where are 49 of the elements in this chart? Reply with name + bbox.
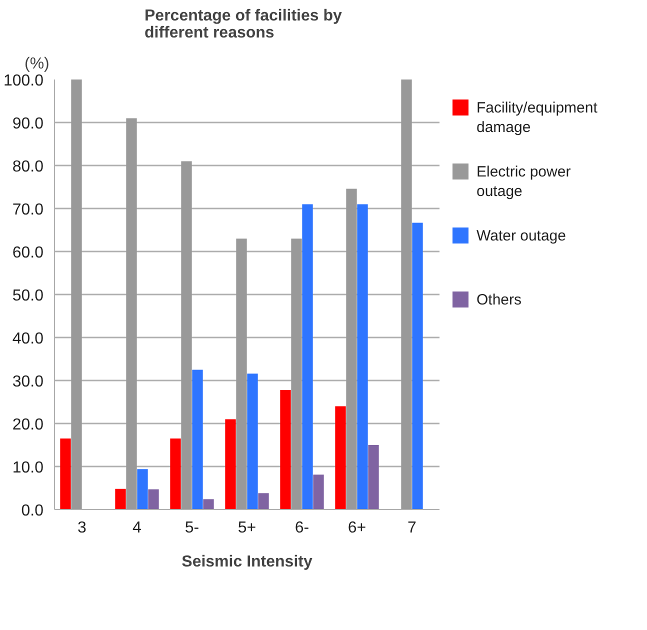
bar bbox=[258, 493, 269, 510]
bar bbox=[357, 204, 368, 510]
bar bbox=[401, 80, 412, 510]
y-tick-label: 0.0 bbox=[21, 502, 44, 520]
x-tick-label: 5- bbox=[184, 520, 200, 536]
y-tick-label: 10.0 bbox=[12, 460, 44, 476]
bar bbox=[170, 438, 181, 510]
y-tick-label: 60.0 bbox=[12, 244, 44, 262]
bar bbox=[302, 204, 313, 510]
chart-title: Percentage of facilities by different reasons bbox=[144, 8, 342, 42]
bar bbox=[115, 488, 126, 510]
bar bbox=[225, 419, 236, 510]
bar bbox=[181, 161, 192, 510]
x-axis-title: Seismic Intensity bbox=[182, 554, 312, 570]
bar bbox=[346, 188, 357, 510]
bar bbox=[368, 445, 379, 510]
bar bbox=[313, 474, 324, 510]
y-tick-label: 50.0 bbox=[12, 288, 44, 304]
bar bbox=[247, 374, 258, 510]
bar bbox=[71, 80, 82, 510]
bar bbox=[148, 489, 159, 510]
x-tick-label: 5+ bbox=[238, 520, 256, 536]
y-tick-label: 80.0 bbox=[12, 158, 44, 176]
y-tick-label: 100.0 bbox=[3, 72, 44, 90]
y-tick-label: 40.0 bbox=[12, 330, 44, 348]
legend-label: Water outage bbox=[476, 228, 566, 244]
x-tick-label: 6- bbox=[294, 520, 310, 536]
x-tick-label: 4 bbox=[132, 520, 142, 536]
y-axis-title: (%) bbox=[24, 56, 50, 72]
y-tick-label: 30.0 bbox=[12, 374, 44, 390]
legend-label: Electric power outage bbox=[476, 164, 571, 200]
y-tick-label: 90.0 bbox=[12, 116, 44, 132]
bar bbox=[412, 222, 423, 510]
bar bbox=[60, 438, 71, 510]
bar bbox=[280, 390, 291, 510]
bar bbox=[335, 406, 346, 510]
bar bbox=[203, 499, 214, 510]
y-tick-label: 70.0 bbox=[12, 202, 44, 218]
bar bbox=[192, 370, 203, 510]
x-tick-label: 6+ bbox=[348, 520, 366, 536]
bar bbox=[236, 238, 247, 510]
bar bbox=[291, 238, 302, 510]
y-tick-label: 20.0 bbox=[12, 416, 44, 434]
bar bbox=[126, 118, 137, 510]
legend-label: Facility/equipment damage bbox=[476, 100, 598, 136]
x-tick-label: 3 bbox=[78, 520, 87, 536]
legend-label: Others bbox=[476, 292, 522, 308]
x-tick-label: 7 bbox=[408, 520, 417, 536]
bar bbox=[137, 469, 148, 510]
